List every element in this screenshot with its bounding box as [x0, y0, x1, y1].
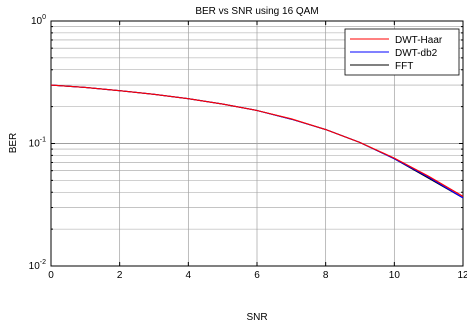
legend-entry: DWT-db2 [395, 48, 438, 59]
y-tick-label: 10-2 [29, 259, 46, 272]
y-tick-label: 100 [31, 14, 46, 27]
legend: DWT-Haar DWT-db2 FFT [344, 28, 460, 76]
legend-entry: FFT [395, 61, 413, 72]
x-tick-label: 2 [117, 270, 123, 281]
legend-entry: DWT-Haar [395, 35, 443, 46]
series-lines [50, 84, 464, 199]
x-tick-label: 12 [457, 270, 467, 281]
axis-ticks: 0 2 4 6 8 10 12 10-2 10-1 100 [29, 14, 467, 281]
chart-title: BER vs SNR using 16 QAM [195, 6, 318, 17]
x-tick-label: 4 [186, 270, 192, 281]
y-tick-label: 10-1 [29, 137, 46, 150]
series-line-dwt-haar [50, 84, 464, 197]
x-tick-label: 6 [254, 270, 260, 281]
grid [51, 21, 463, 266]
x-tick-label: 0 [48, 270, 54, 281]
y-axis-label: BER [8, 133, 19, 154]
x-axis-label: SNR [246, 312, 267, 320]
x-tick-label: 10 [389, 270, 401, 281]
x-tick-label: 8 [323, 270, 329, 281]
